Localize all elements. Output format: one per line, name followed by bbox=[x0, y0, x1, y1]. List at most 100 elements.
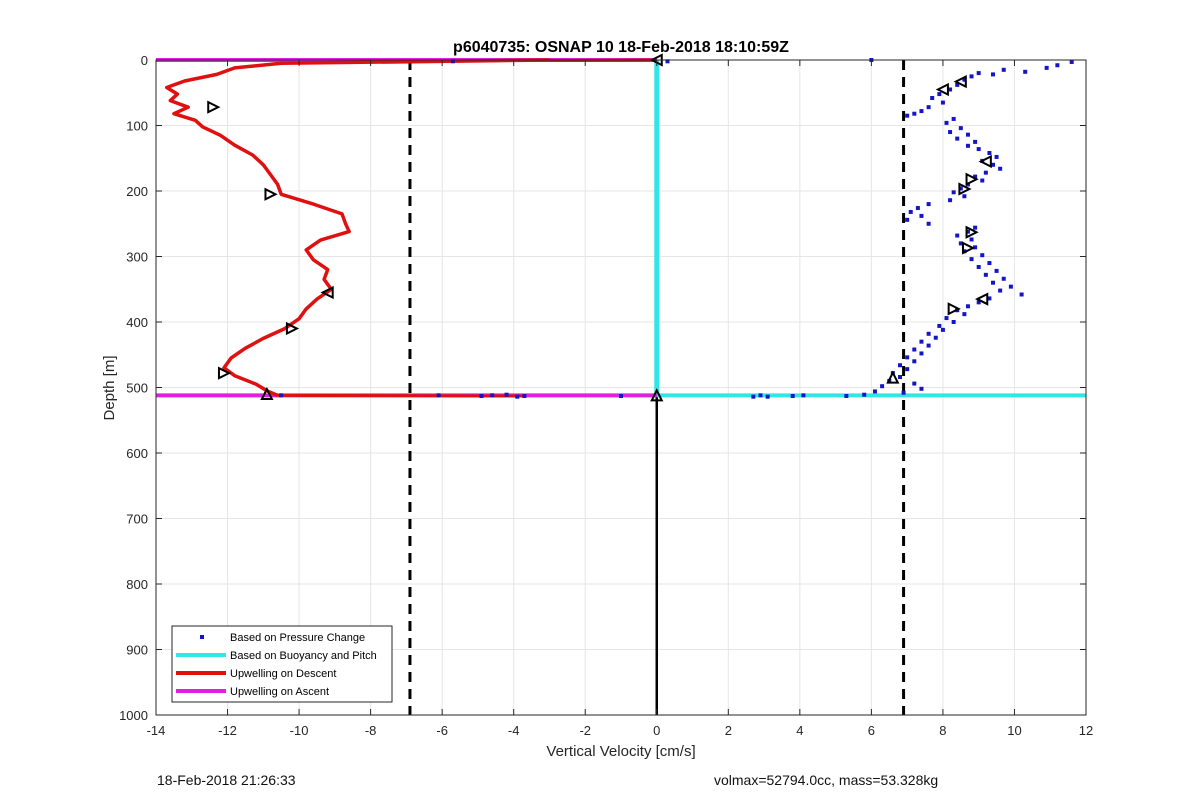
x-tick-label: 10 bbox=[1007, 723, 1021, 738]
pressure-change-point bbox=[905, 355, 910, 360]
pressure-change-point bbox=[962, 312, 967, 317]
x-tick-label: 6 bbox=[868, 723, 875, 738]
pressure-change-point bbox=[926, 331, 931, 336]
pressure-change-point bbox=[450, 59, 455, 64]
x-tick-label: -2 bbox=[579, 723, 591, 738]
pressure-change-point bbox=[862, 392, 867, 397]
pressure-change-point bbox=[1019, 292, 1024, 297]
pressure-change-point bbox=[490, 393, 495, 398]
pressure-change-point bbox=[944, 120, 949, 125]
pressure-change-point bbox=[955, 233, 960, 238]
triangle-marker bbox=[285, 321, 300, 336]
pressure-change-point bbox=[958, 186, 963, 191]
pressure-change-point bbox=[976, 264, 981, 269]
y-tick-label: 200 bbox=[126, 184, 148, 199]
pressure-change-point bbox=[665, 59, 670, 64]
pressure-change-point bbox=[969, 237, 974, 242]
triangle-marker bbox=[965, 225, 979, 239]
pressure-change-point bbox=[955, 82, 960, 87]
pressure-change-point bbox=[790, 394, 795, 399]
pressure-change-point bbox=[948, 87, 953, 92]
pressure-change-point bbox=[926, 105, 931, 110]
triangle-marker bbox=[886, 370, 900, 384]
triangle-marker bbox=[650, 388, 664, 402]
pressure-change-point bbox=[965, 143, 970, 148]
chart-title: p6040735: OSNAP 10 18-Feb-2018 18:10:59Z bbox=[453, 39, 789, 56]
pressure-change-point bbox=[973, 139, 978, 144]
pressure-change-point bbox=[919, 213, 924, 218]
pressure-change-point bbox=[619, 394, 623, 399]
footer-timestamp: 18-Feb-2018 21:26:33 bbox=[157, 772, 296, 788]
pressure-change-point bbox=[940, 327, 945, 332]
upwelling-descent-line bbox=[164, 58, 550, 398]
pressure-change-point bbox=[948, 198, 953, 203]
pressure-change-point bbox=[969, 257, 974, 262]
pressure-change-point bbox=[969, 74, 974, 79]
pressure-change-point bbox=[962, 194, 967, 199]
pressure-change-point bbox=[976, 300, 981, 305]
upwelling-descent-bottom-segment bbox=[277, 393, 525, 398]
pressure-change-point bbox=[951, 320, 956, 324]
pressure-change-point bbox=[905, 217, 910, 222]
x-tick-label: -12 bbox=[218, 723, 237, 738]
pressure-change-point bbox=[1001, 67, 1006, 72]
pressure-change-point bbox=[987, 296, 992, 301]
pressure-change-point bbox=[944, 316, 949, 321]
pressure-change-point bbox=[765, 394, 770, 399]
pressure-change-point bbox=[912, 359, 917, 364]
pressure-change-point bbox=[994, 154, 999, 159]
x-tick-label: -14 bbox=[147, 723, 166, 738]
pressure-change-point bbox=[1008, 284, 1013, 289]
grid-lines bbox=[155, 59, 1087, 716]
triangle-marker bbox=[207, 100, 221, 114]
y-tick-label: 1000 bbox=[119, 708, 148, 723]
pressure-change-point bbox=[937, 323, 942, 328]
pressure-change-point bbox=[1023, 69, 1028, 74]
pressure-change-point bbox=[994, 268, 999, 273]
y-axis-label: Depth [m] bbox=[101, 355, 118, 420]
pressure-change-point bbox=[998, 288, 1003, 293]
legend-swatch-dot bbox=[200, 635, 204, 639]
pressure-change-point bbox=[1069, 59, 1074, 64]
y-tick-label: 400 bbox=[126, 315, 148, 330]
pressure-change-point bbox=[951, 116, 956, 121]
pressure-change-point bbox=[844, 394, 849, 399]
legend-label: Upwelling on Ascent bbox=[230, 686, 329, 698]
triangle-marker bbox=[217, 366, 232, 380]
footer-volmax-mass: volmax=52794.0cc, mass=53.328kg bbox=[714, 772, 939, 788]
x-tick-label: 2 bbox=[725, 723, 732, 738]
pressure-change-point bbox=[940, 100, 945, 105]
triangle-marker bbox=[958, 182, 972, 196]
pressure-change-point bbox=[987, 261, 992, 266]
pressure-change-point bbox=[758, 393, 763, 398]
x-tick-label: 0 bbox=[653, 723, 660, 738]
x-tick-label: -10 bbox=[290, 723, 309, 738]
pressure-change-point bbox=[965, 132, 970, 137]
pressure-change-point bbox=[1001, 276, 1006, 281]
triangle-marker bbox=[961, 241, 976, 255]
pressure-change-point bbox=[948, 130, 953, 135]
pressure-change-point bbox=[987, 151, 992, 156]
pressure-change-point bbox=[1055, 63, 1060, 68]
pressure-change-point bbox=[504, 392, 509, 397]
pressure-change-point bbox=[880, 384, 885, 389]
pressure-change-point bbox=[965, 229, 970, 234]
triangle-marker bbox=[978, 154, 992, 169]
pressure-change-point bbox=[983, 170, 988, 175]
triangle-marker bbox=[320, 285, 334, 300]
x-tick-label: 8 bbox=[939, 723, 946, 738]
legend-label: Upwelling on Descent bbox=[230, 668, 336, 680]
pressure-change-point bbox=[962, 77, 967, 82]
y-tick-label: 500 bbox=[126, 381, 148, 396]
pressure-change-point bbox=[973, 245, 978, 250]
pressure-change-point bbox=[905, 367, 910, 372]
x-tick-label: -6 bbox=[436, 723, 448, 738]
pressure-change-point bbox=[479, 394, 484, 399]
pressure-change-point bbox=[926, 202, 931, 207]
y-tick-label: 100 bbox=[126, 119, 148, 134]
pressure-change-point bbox=[901, 390, 906, 395]
triangle-marker bbox=[260, 386, 274, 401]
x-tick-label: -8 bbox=[365, 723, 377, 738]
pressure-change-point bbox=[983, 272, 988, 277]
triangle-marker bbox=[947, 302, 961, 316]
